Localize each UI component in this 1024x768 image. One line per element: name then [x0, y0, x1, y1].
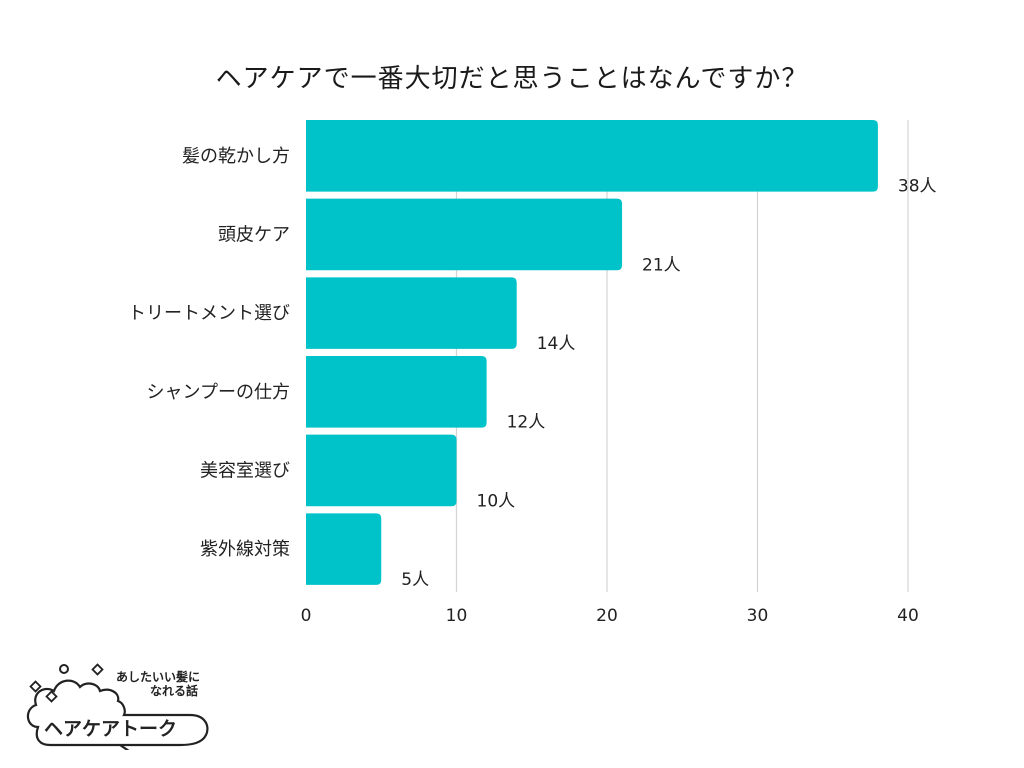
bar	[306, 356, 487, 428]
x-tick-label: 30	[747, 606, 769, 626]
logo-brand: ヘアケアトーク	[44, 718, 177, 740]
logo-diamond-icon	[29, 680, 42, 693]
logo-dot	[59, 664, 69, 674]
category-label: 髪の乾かし方	[182, 145, 290, 167]
logo-tagline-2: なれる話	[150, 683, 198, 698]
logo-bubble-outline	[26, 679, 209, 747]
x-tick-label: 0	[301, 606, 312, 626]
logo-diamond-icon	[45, 690, 58, 703]
value-label: 21人	[642, 255, 681, 275]
x-tick-label: 20	[596, 606, 618, 626]
bar	[306, 434, 457, 507]
x-tick-label: 10	[446, 606, 468, 626]
value-label: 12人	[507, 413, 546, 433]
category-label: 美容室選び	[200, 460, 290, 481]
category-label: 頭皮ケア	[218, 224, 290, 245]
logo-diamond-icon	[91, 663, 104, 676]
value-label: 5人	[401, 570, 429, 590]
bar	[306, 277, 517, 349]
value-label: 38人	[898, 177, 937, 197]
bar	[306, 198, 623, 271]
bar	[306, 120, 878, 192]
brand-logo: あしたいい髪に なれる話 ヘアケアトーク	[26, 663, 209, 750]
category-label: トリートメント選び	[128, 303, 290, 324]
category-label: 紫外線対策	[200, 539, 290, 560]
logo-tagline-1: あしたいい髪に	[116, 669, 200, 684]
chart-title: ヘアケアで一番大切だと思うことはなんですか？	[215, 64, 809, 94]
bars	[306, 120, 878, 585]
x-tick-label: 40	[897, 606, 919, 626]
value-label: 14人	[537, 334, 576, 354]
category-label: シャンプーの仕方	[147, 382, 290, 403]
value-label: 10人	[477, 491, 516, 511]
logo-bubble-tail	[119, 744, 130, 750]
bar	[306, 513, 382, 585]
